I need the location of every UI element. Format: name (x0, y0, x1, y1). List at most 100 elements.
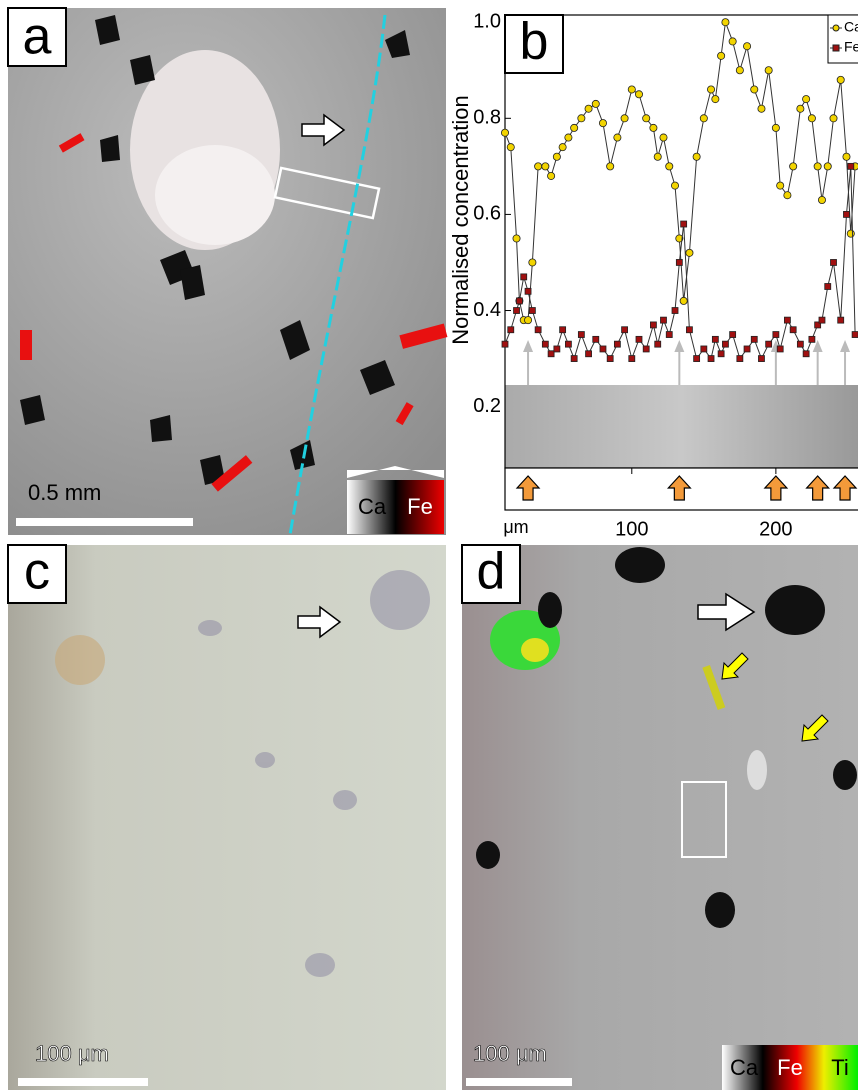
point (784, 192, 791, 199)
point (838, 317, 844, 323)
colorbar-label: Ca (730, 1055, 759, 1080)
marker-arrow (674, 340, 684, 352)
point (825, 283, 831, 289)
point (830, 115, 837, 122)
point (847, 230, 854, 237)
scale-bar-label: 100 μm (35, 1041, 109, 1066)
point (529, 308, 535, 314)
point (535, 327, 541, 333)
point (548, 172, 555, 179)
point (818, 196, 825, 203)
point (666, 163, 673, 170)
y-axis-label: Normalised concentration (448, 95, 473, 344)
point (565, 134, 572, 141)
point (622, 327, 628, 333)
point (614, 341, 620, 347)
point (766, 341, 772, 347)
point (614, 134, 621, 141)
colorbar-label: Fe (777, 1055, 803, 1080)
point (852, 332, 858, 338)
point (824, 163, 831, 170)
colorbar-label: Ca (358, 494, 387, 519)
point (681, 221, 687, 227)
point (694, 356, 700, 362)
point (718, 351, 724, 357)
point (553, 153, 560, 160)
point (837, 76, 844, 83)
x-tick-label: 200 (759, 518, 792, 540)
point (635, 91, 642, 98)
point (599, 120, 606, 127)
point (797, 341, 803, 347)
point (758, 105, 765, 112)
legend-label: Ca (844, 19, 858, 35)
point (514, 308, 520, 314)
point (542, 163, 549, 170)
point (808, 115, 815, 122)
y-tick-label: 0.2 (473, 395, 501, 417)
point (765, 67, 772, 74)
legend-marker (833, 45, 839, 51)
marker-arrow (523, 340, 533, 352)
legend-label: Fe (844, 39, 858, 55)
x-unit-label: μm (503, 517, 528, 537)
point (554, 346, 560, 352)
point (502, 341, 508, 347)
panel-label: d (477, 543, 506, 601)
point (729, 38, 736, 45)
panel-label: a (23, 8, 52, 66)
point (743, 43, 750, 50)
point (848, 163, 854, 169)
panel-c-image (8, 545, 446, 1090)
point (643, 115, 650, 122)
point (744, 346, 750, 352)
panel-d-image (462, 545, 858, 1090)
point (772, 124, 779, 131)
point (655, 341, 661, 347)
point (680, 297, 687, 304)
point (542, 341, 548, 347)
y-tick-label: 0.4 (473, 299, 501, 321)
point (636, 336, 642, 342)
point (565, 341, 571, 347)
point (722, 341, 728, 347)
marker-arrow (840, 340, 850, 352)
point (628, 86, 635, 93)
point (843, 153, 850, 160)
panel-label: b (520, 13, 549, 71)
y-tick-label: 1.0 (473, 10, 501, 32)
point (600, 346, 606, 352)
point (508, 327, 514, 333)
point (654, 153, 661, 160)
point (814, 163, 821, 170)
point (660, 317, 666, 323)
point (650, 124, 657, 131)
colorbar-label: Ti (831, 1055, 849, 1080)
point (593, 336, 599, 342)
y-tick-label: 0.8 (473, 107, 501, 129)
point (676, 259, 682, 265)
legend-marker (833, 25, 839, 31)
point (578, 332, 584, 338)
point (516, 298, 522, 304)
point (708, 356, 714, 362)
point (777, 346, 783, 352)
point (730, 332, 736, 338)
point (501, 129, 508, 136)
scale-bar-label: 0.5 mm (28, 480, 101, 505)
point (751, 336, 757, 342)
point (643, 346, 649, 352)
panel-a-image (8, 8, 447, 535)
point (843, 211, 849, 217)
point (718, 52, 725, 59)
point (686, 249, 693, 256)
panel-label: c (24, 543, 50, 601)
point (819, 317, 825, 323)
point (736, 67, 743, 74)
figure: 0.20.40.60.81.0100200μmNormalised concen… (0, 0, 858, 1090)
colorbar-label: Fe (407, 494, 433, 519)
point (529, 259, 536, 266)
point (524, 317, 531, 324)
point (607, 356, 613, 362)
point (513, 235, 520, 242)
